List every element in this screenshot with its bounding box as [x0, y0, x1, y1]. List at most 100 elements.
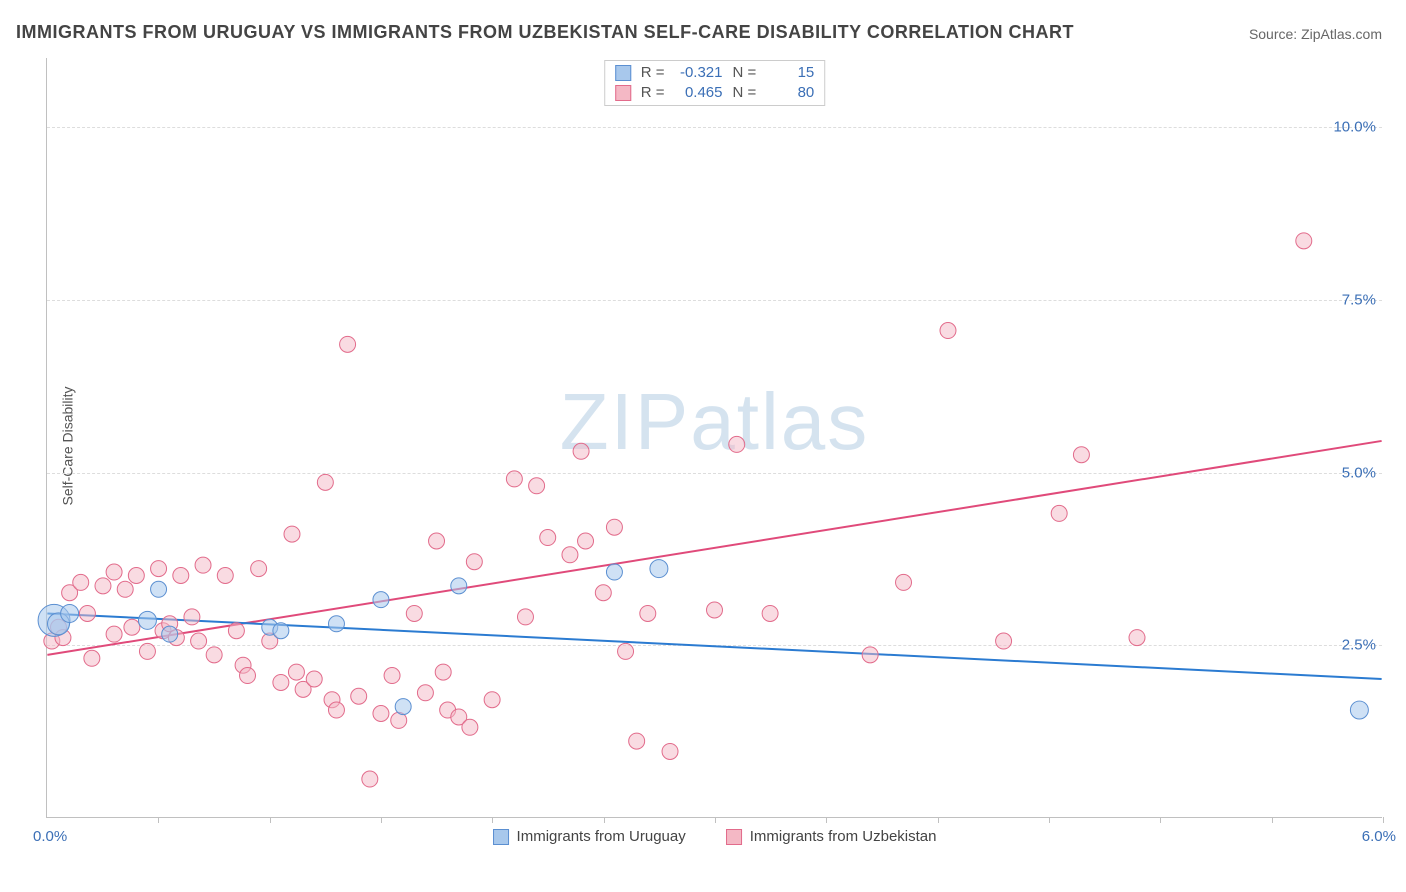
legend-label-uzbekistan: Immigrants from Uzbekistan [750, 828, 937, 845]
data-point-uzbekistan [996, 633, 1012, 649]
x-axis-max-label: 6.0% [1362, 828, 1396, 845]
legend-stats-box: R = -0.321 N = 15 R = 0.465 N = 80 [604, 60, 826, 106]
data-point-uzbekistan [251, 561, 267, 577]
data-point-uzbekistan [328, 702, 344, 718]
data-point-uruguay [61, 604, 79, 622]
data-point-uzbekistan [106, 626, 122, 642]
data-point-uzbekistan [117, 581, 133, 597]
data-point-uzbekistan [217, 568, 233, 584]
data-point-uzbekistan [317, 474, 333, 490]
data-point-uruguay [395, 699, 411, 715]
legend-item-uruguay: Immigrants from Uruguay [493, 828, 686, 845]
r-value-uzbekistan: 0.465 [675, 83, 723, 103]
data-point-uruguay [162, 626, 178, 642]
data-point-uzbekistan [284, 526, 300, 542]
data-point-uzbekistan [662, 743, 678, 759]
data-point-uzbekistan [84, 650, 100, 666]
data-point-uzbekistan [595, 585, 611, 601]
data-point-uzbekistan [191, 633, 207, 649]
data-point-uruguay [273, 623, 289, 639]
data-point-uzbekistan [306, 671, 322, 687]
data-point-uzbekistan [240, 668, 256, 684]
data-point-uzbekistan [139, 643, 155, 659]
data-point-uzbekistan [562, 547, 578, 563]
chart-svg [47, 58, 1382, 817]
n-value-uzbekistan: 80 [766, 83, 814, 103]
data-point-uruguay [451, 578, 467, 594]
data-point-uzbekistan [573, 443, 589, 459]
data-point-uzbekistan [362, 771, 378, 787]
x-axis-min-label: 0.0% [33, 828, 67, 845]
data-point-uzbekistan [128, 568, 144, 584]
data-point-uzbekistan [273, 674, 289, 690]
data-point-uzbekistan [340, 336, 356, 352]
n-value-uruguay: 15 [766, 63, 814, 83]
data-point-uzbekistan [95, 578, 111, 594]
data-point-uzbekistan [79, 605, 95, 621]
data-point-uzbekistan [429, 533, 445, 549]
data-point-uruguay [328, 616, 344, 632]
data-point-uzbekistan [1051, 505, 1067, 521]
source-attribution: Source: ZipAtlas.com [1249, 26, 1382, 42]
data-point-uzbekistan [629, 733, 645, 749]
data-point-uzbekistan [228, 623, 244, 639]
data-point-uzbekistan [484, 692, 500, 708]
data-point-uzbekistan [506, 471, 522, 487]
data-point-uzbekistan [73, 574, 89, 590]
data-point-uzbekistan [862, 647, 878, 663]
bottom-legend: Immigrants from Uruguay Immigrants from … [493, 828, 937, 845]
data-point-uzbekistan [762, 605, 778, 621]
data-point-uruguay [151, 581, 167, 597]
data-point-uzbekistan [1129, 630, 1145, 646]
data-point-uzbekistan [707, 602, 723, 618]
data-point-uzbekistan [206, 647, 222, 663]
data-point-uruguay [138, 611, 156, 629]
legend-stats-row-uzbekistan: R = 0.465 N = 80 [605, 83, 825, 103]
swatch-uzbekistan [726, 829, 742, 845]
data-point-uzbekistan [618, 643, 634, 659]
data-point-uzbekistan [640, 605, 656, 621]
data-point-uzbekistan [529, 478, 545, 494]
data-point-uruguay [606, 564, 622, 580]
data-point-uzbekistan [106, 564, 122, 580]
data-point-uzbekistan [896, 574, 912, 590]
data-point-uzbekistan [540, 530, 556, 546]
data-point-uruguay [650, 560, 668, 578]
data-point-uzbekistan [517, 609, 533, 625]
data-point-uzbekistan [195, 557, 211, 573]
data-point-uzbekistan [173, 568, 189, 584]
data-point-uzbekistan [606, 519, 622, 535]
r-label: R = [641, 63, 665, 83]
swatch-uruguay [615, 65, 631, 81]
data-point-uruguay [373, 592, 389, 608]
data-point-uruguay [1350, 701, 1368, 719]
r-value-uruguay: -0.321 [675, 63, 723, 83]
data-point-uzbekistan [578, 533, 594, 549]
data-point-uzbekistan [406, 605, 422, 621]
data-point-uzbekistan [373, 706, 389, 722]
data-point-uzbekistan [417, 685, 433, 701]
data-point-uzbekistan [466, 554, 482, 570]
data-point-uzbekistan [288, 664, 304, 680]
data-point-uzbekistan [151, 561, 167, 577]
data-point-uzbekistan [435, 664, 451, 680]
swatch-uzbekistan [615, 85, 631, 101]
data-point-uzbekistan [1073, 447, 1089, 463]
plot-area: ZIPatlas 2.5%5.0%7.5%10.0% R = -0.321 N … [46, 58, 1382, 818]
data-point-uzbekistan [940, 323, 956, 339]
n-label: N = [733, 63, 757, 83]
data-point-uzbekistan [729, 436, 745, 452]
data-point-uzbekistan [462, 719, 478, 735]
r-label: R = [641, 83, 665, 103]
chart-title: IMMIGRANTS FROM URUGUAY VS IMMIGRANTS FR… [16, 22, 1074, 43]
n-label: N = [733, 83, 757, 103]
legend-item-uzbekistan: Immigrants from Uzbekistan [726, 828, 937, 845]
legend-stats-row-uruguay: R = -0.321 N = 15 [605, 63, 825, 83]
data-point-uzbekistan [351, 688, 367, 704]
data-point-uzbekistan [184, 609, 200, 625]
swatch-uruguay [493, 829, 509, 845]
legend-label-uruguay: Immigrants from Uruguay [517, 828, 686, 845]
data-point-uzbekistan [124, 619, 140, 635]
data-point-uzbekistan [1296, 233, 1312, 249]
data-point-uzbekistan [384, 668, 400, 684]
